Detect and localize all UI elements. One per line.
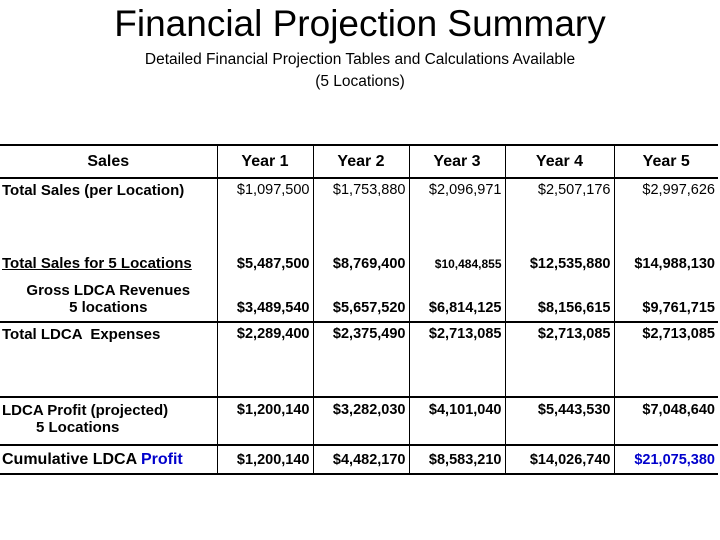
row-label: Cumulative LDCA Profit	[0, 445, 218, 475]
column-header-year-4: Year 4	[504, 144, 615, 179]
cell-year-1: $1,200,140	[216, 445, 314, 475]
cell-year-5: $7,048,640	[613, 397, 718, 446]
cell-year-3: $4,101,040	[408, 397, 506, 446]
financial-projection-table: Sales Year 1 Year 2 Year 3 Year 4 Year 5…	[0, 144, 718, 475]
table-row-ldca-profit: LDCA Profit (projected) 5 Locations $1,2…	[0, 397, 718, 446]
cell-year-2: $3,282,030	[312, 397, 410, 446]
column-header-year-3: Year 3	[408, 144, 506, 179]
row-label: LDCA Profit (projected) 5 Locations	[0, 397, 218, 446]
table-row-cumulative-ldca-profit: Cumulative LDCA Profit $1,200,140 $4,482…	[0, 445, 718, 475]
cell-year-4: $12,535,880	[504, 209, 615, 274]
table-row-total-sales-per-location: Total Sales (per Location) $1,097,500 $1…	[0, 178, 718, 209]
page-subtitle-locations: (5 Locations)	[315, 73, 405, 90]
cell-year-2: $8,769,400	[312, 209, 410, 274]
page-title: Financial Projection Summary	[114, 3, 606, 44]
table-row-total-sales-5-locations: Total Sales for 5 Locations $5,487,500 $…	[0, 209, 718, 274]
row-label-part2: Profit	[140, 450, 183, 468]
table-row-total-ldca-expenses: Total LDCA Expenses $2,289,400 $2,375,49…	[0, 322, 718, 398]
cell-year-5: $2,713,085	[613, 322, 718, 398]
table-header-row: Sales Year 1 Year 2 Year 3 Year 4 Year 5	[0, 144, 718, 179]
row-label: Total Sales (per Location)	[0, 178, 218, 209]
cell-year-4: $5,443,530	[504, 397, 615, 446]
cell-year-4: $2,507,176	[504, 178, 615, 209]
row-label-text: Total Sales for 5 Locations	[2, 255, 192, 272]
row-label: Total LDCA Expenses	[0, 322, 218, 398]
row-label-line2: 5 locations	[69, 299, 148, 316]
cell-year-1: $2,289,400	[216, 322, 314, 398]
table-row-gross-ldca-revenues: Gross LDCA Revenues 5 locations $3,489,5…	[0, 274, 718, 323]
row-label: Gross LDCA Revenues 5 locations	[0, 274, 218, 323]
cell-year-2: $4,482,170	[312, 445, 410, 475]
cell-year-3-value: $10,484,855	[434, 257, 502, 271]
page-subtitle: Detailed Financial Projection Tables and…	[144, 51, 576, 68]
column-header-year-2: Year 2	[312, 144, 410, 179]
cell-year-3: $8,583,210	[408, 445, 506, 475]
row-label-line1: Gross LDCA Revenues	[26, 282, 191, 299]
row-label-line1: LDCA Profit (projected)	[2, 402, 169, 419]
cell-year-5: $21,075,380	[613, 445, 718, 475]
cell-year-1: $1,097,500	[216, 178, 314, 209]
cell-year-4: $8,156,615	[504, 274, 615, 323]
row-label-part1: Cumulative LDCA	[2, 450, 141, 468]
cell-year-5: $2,997,626	[613, 178, 718, 209]
row-label-line2: 5 Locations	[36, 419, 120, 436]
cell-year-5: $9,761,715	[613, 274, 718, 323]
cell-year-3: $6,814,125	[408, 274, 506, 323]
row-label: Total Sales for 5 Locations	[0, 209, 218, 274]
cell-year-4: $14,026,740	[504, 445, 615, 475]
cell-year-1: $1,200,140	[216, 397, 314, 446]
column-header-year-1: Year 1	[216, 144, 314, 179]
cell-year-1: $5,487,500	[216, 209, 314, 274]
cell-year-3: $2,713,085	[408, 322, 506, 398]
cell-year-3: $10,484,855	[408, 209, 506, 274]
cell-year-3: $2,096,971	[408, 178, 506, 209]
cell-year-5: $14,988,130	[613, 209, 718, 274]
cell-year-4: $2,713,085	[504, 322, 615, 398]
cell-year-2: $2,375,490	[312, 322, 410, 398]
cell-year-1: $3,489,540	[216, 274, 314, 323]
cell-year-2: $5,657,520	[312, 274, 410, 323]
column-header-year-5: Year 5	[613, 144, 718, 179]
column-header-sales: Sales	[0, 144, 218, 179]
cell-year-2: $1,753,880	[312, 178, 410, 209]
